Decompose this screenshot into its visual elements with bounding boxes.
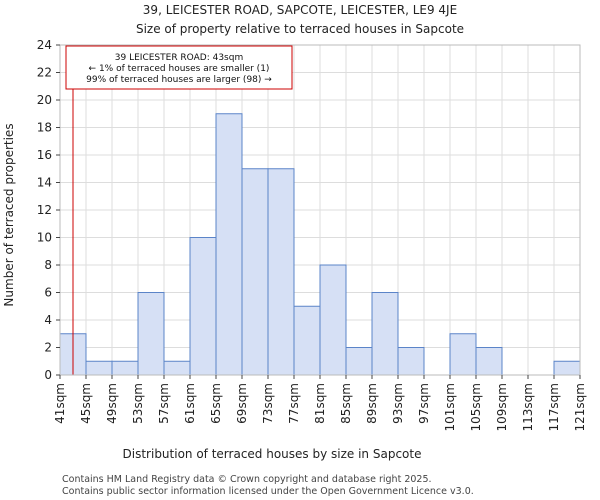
bar xyxy=(267,168,295,376)
annotation-frame xyxy=(65,45,293,90)
bar xyxy=(215,113,243,376)
annotation-box: 39 LEICESTER ROAD: 43sqm ← 1% of terrace… xyxy=(65,45,293,90)
bar xyxy=(137,292,165,376)
x-ticks: 41sqm 45sqm 49sqm 53sqm 57sqm 61sqm 65sqm 69sqm… xyxy=(53,375,587,431)
y-tick-label: 20 xyxy=(37,93,52,107)
x-tick-label: 53sqm xyxy=(131,383,145,424)
x-tick-label: 49sqm xyxy=(105,383,119,424)
x-tick-label: 113sqm xyxy=(521,383,535,431)
footer-line-1: Contains HM Land Registry data © Crown c… xyxy=(62,474,432,485)
x-tick-label: 57sqm xyxy=(157,383,171,424)
bar xyxy=(345,347,373,376)
x-tick-label: 105sqm xyxy=(469,383,483,431)
chart-subtitle: Size of property relative to terraced ho… xyxy=(136,22,464,36)
bar xyxy=(319,264,347,376)
x-tick-label: 117sqm xyxy=(547,383,561,431)
x-tick-label: 121sqm xyxy=(573,383,587,431)
y-tick-label: 18 xyxy=(37,121,52,135)
annotation-line-3: 99% of terraced houses are larger (98) → xyxy=(86,75,272,85)
bar xyxy=(449,333,477,376)
x-tick-label: 73sqm xyxy=(261,383,275,424)
y-tick-label: 0 xyxy=(44,368,52,382)
chart-title: 39, LEICESTER ROAD, SAPCOTE, LEICESTER, … xyxy=(143,3,457,17)
bar xyxy=(85,360,113,376)
y-tick-label: 10 xyxy=(37,231,52,245)
x-tick-label: 93sqm xyxy=(391,383,405,424)
y-tick-label: 8 xyxy=(44,258,52,272)
x-tick-label: 41sqm xyxy=(53,383,67,424)
y-tick-label: 2 xyxy=(44,341,52,355)
x-tick-label: 45sqm xyxy=(79,383,93,424)
x-tick-label: 81sqm xyxy=(313,383,327,424)
bar xyxy=(189,237,217,376)
bar xyxy=(111,360,139,376)
y-tick-label: 24 xyxy=(37,38,52,52)
bar xyxy=(475,347,503,376)
y-tick-label: 22 xyxy=(37,66,52,80)
x-tick-label: 77sqm xyxy=(287,383,301,424)
x-tick-label: 69sqm xyxy=(235,383,249,424)
annotation-line-2: ← 1% of terraced houses are smaller (1) xyxy=(89,64,270,74)
bar xyxy=(241,168,269,376)
x-tick-label: 85sqm xyxy=(339,383,353,424)
y-axis-label: Number of terraced properties xyxy=(2,123,16,306)
x-tick-label: 101sqm xyxy=(443,383,457,431)
bar xyxy=(397,347,425,376)
y-tick-label: 16 xyxy=(37,148,52,162)
x-tick-label: 97sqm xyxy=(417,383,431,424)
y-tick-label: 12 xyxy=(37,203,52,217)
bar xyxy=(371,292,399,376)
bar xyxy=(553,360,581,376)
annotation-line-1: 39 LEICESTER ROAD: 43sqm xyxy=(115,53,243,63)
bar xyxy=(293,305,321,376)
footer-line-2: Contains public sector information licen… xyxy=(62,486,474,497)
x-axis-label: Distribution of terraced houses by size … xyxy=(123,447,422,461)
y-tick-label: 6 xyxy=(44,286,52,300)
x-tick-label: 89sqm xyxy=(365,383,379,424)
y-tick-label: 4 xyxy=(44,313,52,327)
x-tick-label: 109sqm xyxy=(495,383,509,431)
y-tick-label: 14 xyxy=(37,176,52,190)
x-tick-label: 65sqm xyxy=(209,383,223,424)
x-tick-label: 61sqm xyxy=(183,383,197,424)
bar xyxy=(163,360,191,376)
